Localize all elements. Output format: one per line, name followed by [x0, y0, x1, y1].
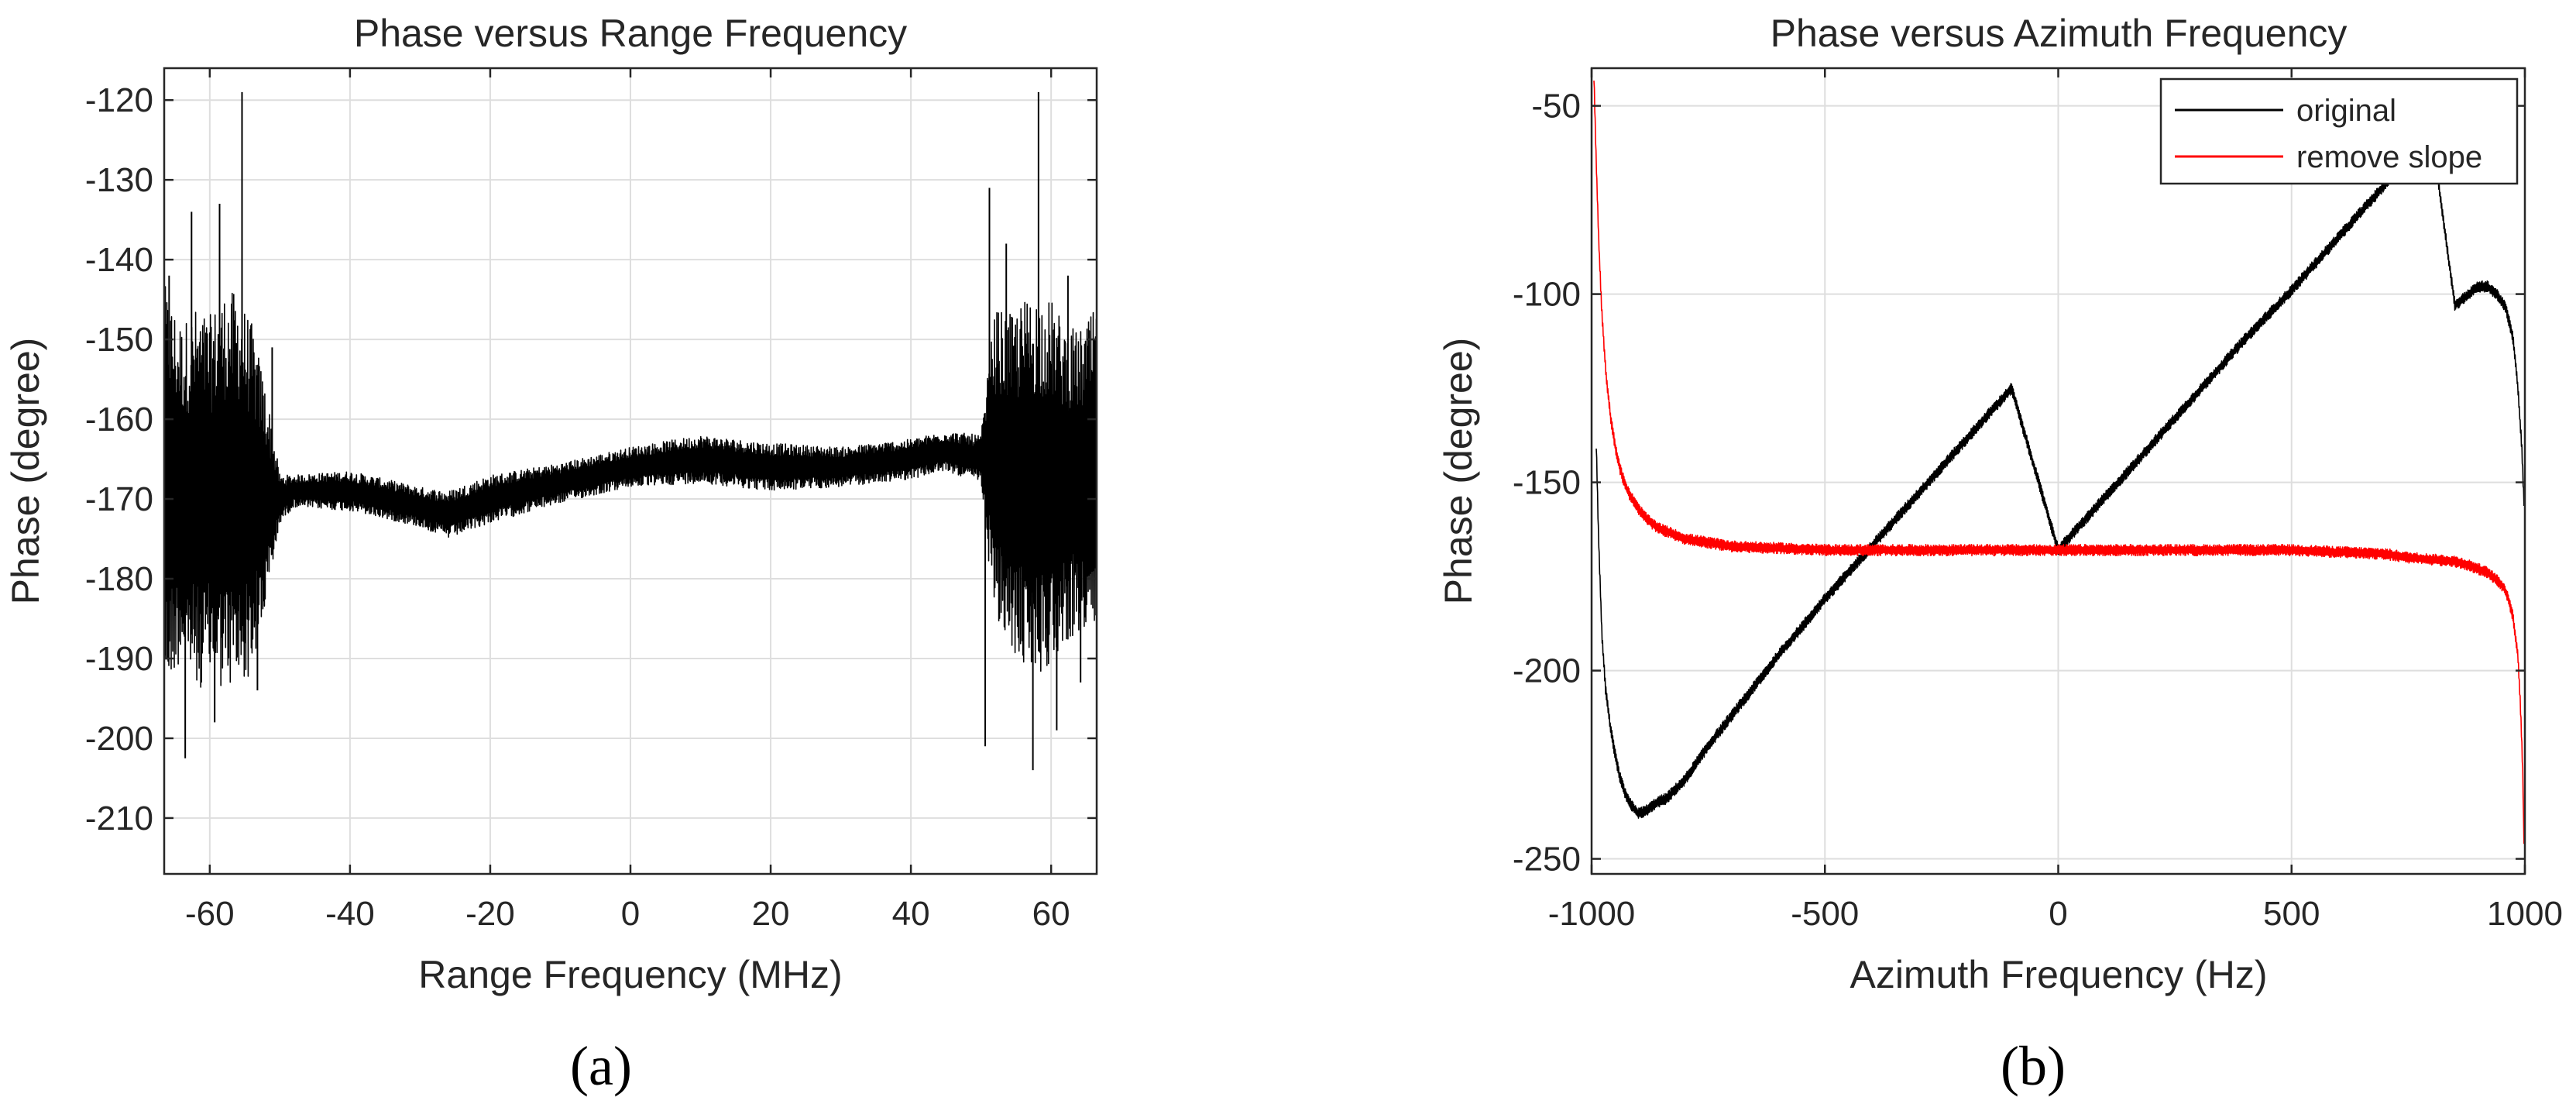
legend-label-remove-slope: remove slope — [2296, 140, 2482, 174]
x-tick-label: 40 — [892, 895, 930, 933]
x-tick-label: 0 — [621, 895, 640, 933]
y-tick-label: -190 — [85, 640, 153, 678]
panel-label-a: (a) — [570, 1035, 632, 1097]
series-remove-slope-line — [1593, 81, 2525, 844]
y-tick-label: -160 — [85, 401, 153, 439]
x-tick-label: -20 — [465, 895, 515, 933]
x-tick-label: -40 — [325, 895, 375, 933]
ticks: -1000 -500 0 500 1000 -50 -100 -150 -200 -250 — [1513, 68, 2563, 933]
y-tick-label: -210 — [85, 800, 153, 837]
y-tick-label: -150 — [85, 321, 153, 359]
legend-box — [2159, 77, 2519, 185]
y-tick-label: -120 — [85, 81, 153, 119]
chart-title: Phase versus Range Frequency — [354, 12, 907, 55]
chart-azimuth-frequency: -1000 -500 0 500 1000 -50 -100 -150 -200 -250 ori… — [1437, 12, 2563, 1097]
x-tick-label: 0 — [2049, 895, 2067, 933]
y-tick-label: -100 — [1513, 276, 1581, 314]
x-tick-label: 60 — [1032, 895, 1070, 933]
x-tick-label: -1000 — [1548, 895, 1636, 933]
x-tick-label: -60 — [185, 895, 235, 933]
x-tick-label: 1000 — [2487, 895, 2563, 933]
x-tick-label: 20 — [752, 895, 790, 933]
legend-label-original: original — [2296, 94, 2396, 128]
y-tick-label: -180 — [85, 560, 153, 598]
series-phase-line — [163, 286, 1097, 688]
y-tick-label: -200 — [1513, 652, 1581, 690]
legend: original remove slope — [2159, 77, 2519, 185]
chart-range-frequency: -60 -40 -20 0 20 40 60-120-130-140-150-160-170… — [4, 12, 1098, 1097]
y-axis-label: Phase (degree) — [4, 338, 47, 605]
y-tick-label: -150 — [1513, 464, 1581, 502]
y-tick-label: -170 — [85, 480, 153, 518]
chart-title: Phase versus Azimuth Frequency — [1771, 12, 2348, 55]
x-axis-label: Range Frequency (MHz) — [418, 953, 842, 996]
y-tick-label: -50 — [1531, 88, 1581, 126]
x-tick-label: 500 — [2263, 895, 2320, 933]
data-layer — [1593, 81, 2525, 844]
y-tick-label: -250 — [1513, 841, 1581, 879]
y-tick-label: -200 — [85, 720, 153, 758]
x-tick-label: -500 — [1791, 895, 1859, 933]
y-tick-label: -130 — [85, 161, 153, 199]
x-axis-label: Azimuth Frequency (Hz) — [1850, 953, 2267, 996]
ticks: -60 -40 -20 0 20 40 60-120-130-140-150-160-170… — [85, 68, 1097, 933]
data-layer — [163, 91, 1097, 771]
y-axis-label: Phase (degree) — [1437, 338, 1480, 605]
panel-label-b: (b) — [2001, 1035, 2066, 1097]
y-tick-label: -140 — [85, 241, 153, 279]
